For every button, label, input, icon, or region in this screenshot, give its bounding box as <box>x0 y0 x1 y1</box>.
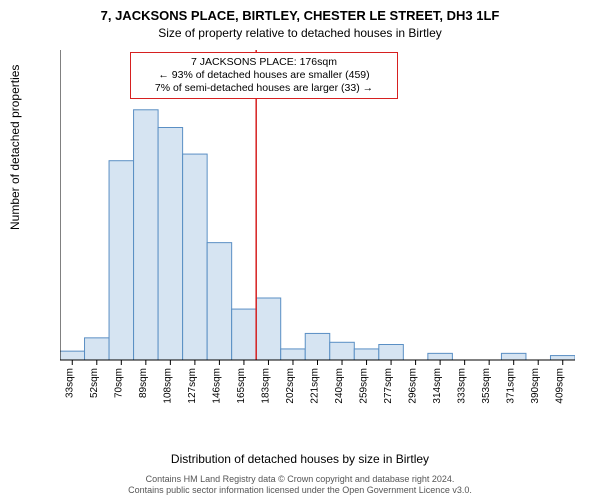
x-tick-label: 296sqm <box>408 368 419 404</box>
y-axis-label: Number of detached properties <box>8 65 22 230</box>
x-tick-label: 33sqm <box>64 368 75 398</box>
x-tick-label: 277sqm <box>383 368 394 404</box>
histogram-bar <box>158 128 183 361</box>
histogram-bar <box>281 349 306 360</box>
x-tick-label: 146sqm <box>211 368 222 404</box>
histogram-bar <box>428 353 453 360</box>
footer-line1: Contains HM Land Registry data © Crown c… <box>0 474 600 485</box>
x-tick-label: 70sqm <box>113 368 124 398</box>
histogram-bar <box>232 309 257 360</box>
histogram-bar <box>207 243 232 360</box>
x-tick-label: 202sqm <box>285 368 296 404</box>
histogram-bar <box>109 161 134 360</box>
histogram-bar <box>305 333 330 360</box>
histogram-bar <box>354 349 379 360</box>
x-tick-label: 89sqm <box>138 368 149 398</box>
annotation-line1: 7 JACKSONS PLACE: 176sqm <box>137 56 391 69</box>
annotation-box: 7 JACKSONS PLACE: 176sqm ← 93% of detach… <box>130 52 398 99</box>
annotation-line2: ← 93% of detached houses are smaller (45… <box>137 69 391 82</box>
x-tick-label: 259sqm <box>359 368 370 404</box>
x-tick-label: 353sqm <box>481 368 492 404</box>
x-tick-label: 371sqm <box>506 368 517 404</box>
x-tick-label: 409sqm <box>555 368 566 404</box>
x-tick-label: 390sqm <box>530 368 541 404</box>
x-axis-label: Distribution of detached houses by size … <box>0 452 600 466</box>
histogram-bar <box>379 345 404 361</box>
chart-title-main: 7, JACKSONS PLACE, BIRTLEY, CHESTER LE S… <box>0 8 600 23</box>
annotation-line3: 7% of semi-detached houses are larger (3… <box>137 82 391 95</box>
chart-title-sub: Size of property relative to detached ho… <box>0 26 600 40</box>
x-tick-label: 183sqm <box>260 368 271 404</box>
histogram-bar <box>134 110 159 360</box>
x-tick-label: 165sqm <box>236 368 247 404</box>
x-tick-label: 108sqm <box>162 368 173 404</box>
histogram-bar <box>330 342 355 360</box>
x-tick-label: 314sqm <box>432 368 443 404</box>
x-tick-label: 52sqm <box>89 368 100 398</box>
footer-line2: Contains public sector information licen… <box>0 485 600 496</box>
histogram-bar <box>183 154 208 360</box>
x-axis: 33sqm 52sqm 70sqm 89sqm 108sqm 127sqm 146sqm 16… <box>64 360 565 404</box>
chart-svg: 020406080100120140 33sqm52sqm70sqm89sqm1… <box>60 50 575 410</box>
bars-group <box>60 110 575 360</box>
histogram-bar <box>501 353 526 360</box>
x-tick-label: 221sqm <box>310 368 321 404</box>
footer-attribution: Contains HM Land Registry data © Crown c… <box>0 474 600 496</box>
histogram-bar <box>256 298 281 360</box>
histogram-bar <box>60 351 85 360</box>
histogram-bar <box>85 338 110 360</box>
chart-plot-area: 020406080100120140 33sqm52sqm70sqm89sqm1… <box>60 50 575 410</box>
x-tick-label: 240sqm <box>334 368 345 404</box>
x-tick-label: 127sqm <box>187 368 198 404</box>
x-tick-label: 333sqm <box>457 368 468 404</box>
histogram-bar <box>550 356 575 360</box>
